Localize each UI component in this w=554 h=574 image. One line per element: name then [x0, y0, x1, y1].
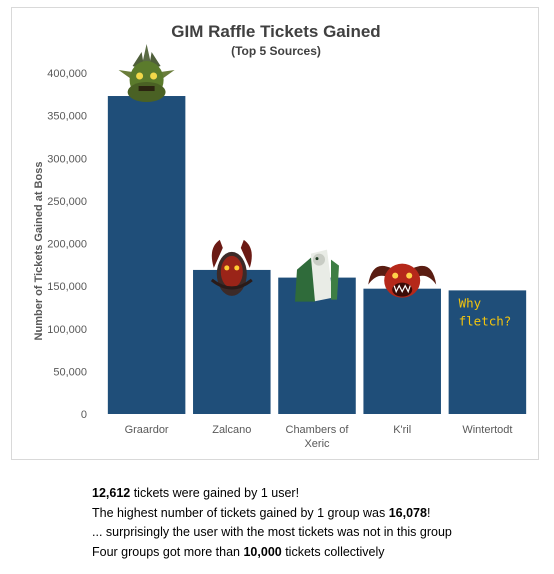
annotation-text: fletch?	[459, 313, 512, 328]
x-tick-label: Wintertodt	[462, 424, 512, 436]
kril-icon	[368, 263, 437, 298]
zalcano-icon	[210, 239, 253, 296]
graardor-icon	[118, 44, 175, 103]
y-tick-label: 250,000	[47, 196, 87, 208]
y-tick-label: 150,000	[47, 281, 87, 293]
chambers-of-xeric-icon	[295, 249, 339, 302]
y-tick-label: 0	[81, 409, 87, 421]
y-tick-label: 350,000	[47, 111, 87, 123]
annotation-text: Why	[459, 295, 482, 310]
bar	[363, 288, 441, 414]
x-tick-label: Zalcano	[212, 424, 251, 436]
annotations: Why fletch?	[459, 295, 512, 328]
y-tick-label: 50,000	[53, 366, 87, 378]
x-tick-label: Chambers of Xeric	[286, 424, 350, 450]
bar-chart: GIM Raffle Tickets Gained (Top 5 Sources…	[33, 22, 527, 450]
y-axis-title: Number of Tickets Gained at Boss	[33, 162, 45, 341]
x-axis: Graardor Zalcano Chambers of Xeric K'ril Wint…	[125, 424, 513, 450]
y-tick-label: 300,000	[47, 153, 87, 165]
chart-frame: GIM Raffle Tickets Gained (Top 5 Sources…	[11, 7, 539, 460]
x-tick-label: Graardor	[125, 424, 169, 436]
x-tick-label: K'ril	[393, 424, 411, 436]
stat-line-3: ... surprisingly the user with the most …	[92, 525, 452, 539]
y-tick-label: 400,000	[47, 68, 87, 80]
chart-subtitle: (Top 5 Sources)	[231, 44, 321, 58]
stats-notes: 12,612 tickets were gained by 1 user! Th…	[92, 484, 452, 562]
y-tick-label: 100,000	[47, 324, 87, 336]
y-axis: 0 50,000 100,000 150,000 200,000 250,000 300,0…	[47, 68, 87, 421]
bars	[107, 96, 527, 414]
boss-icons	[118, 44, 437, 302]
stat-line-4: Four groups got more than 10,000 tickets…	[92, 544, 385, 559]
bar	[448, 290, 527, 414]
bar	[107, 96, 186, 414]
stat-line-1: 12,612 tickets were gained by 1 user!	[92, 486, 300, 500]
chart-title: GIM Raffle Tickets Gained	[171, 22, 380, 41]
stat-line-2: The highest number of tickets gained by …	[92, 505, 431, 520]
y-tick-label: 200,000	[47, 239, 87, 251]
